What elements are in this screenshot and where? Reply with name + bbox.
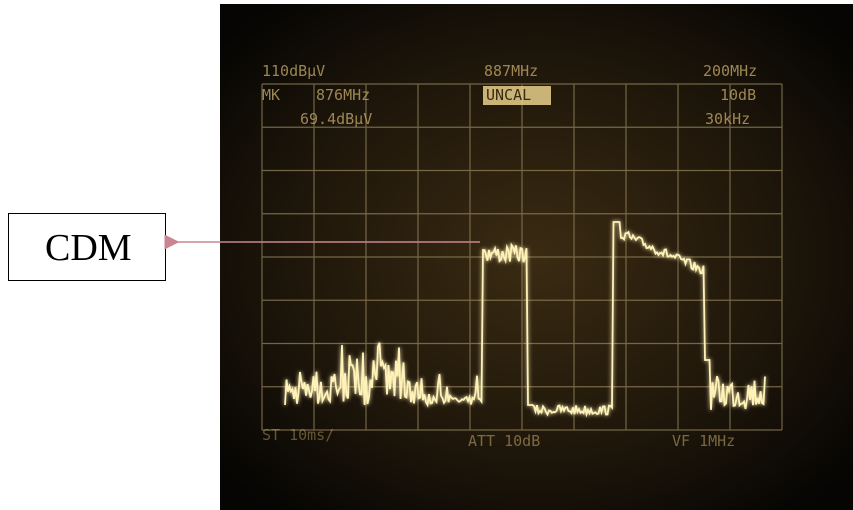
callout-label: CDM <box>45 227 132 269</box>
readout: 887MHz <box>484 62 538 80</box>
spectrum-trace <box>284 221 766 418</box>
readout: 30kHz <box>705 110 750 128</box>
readout: MK <box>262 86 280 104</box>
readout: 876MHz <box>316 86 370 104</box>
readout: 10dB <box>720 86 756 104</box>
callout-box <box>8 213 166 281</box>
readout: 110dBμV <box>262 62 325 80</box>
graticule <box>261 83 783 431</box>
readout: ST 10ms/ <box>262 426 334 444</box>
readout: 200MHz <box>703 62 757 80</box>
readout: 69.4dBμV <box>300 110 372 128</box>
readout: UNCAL <box>486 86 531 104</box>
readout: ATT 10dB <box>468 432 540 450</box>
uncal-box <box>483 86 551 105</box>
readout: VF 1MHz <box>672 432 735 450</box>
